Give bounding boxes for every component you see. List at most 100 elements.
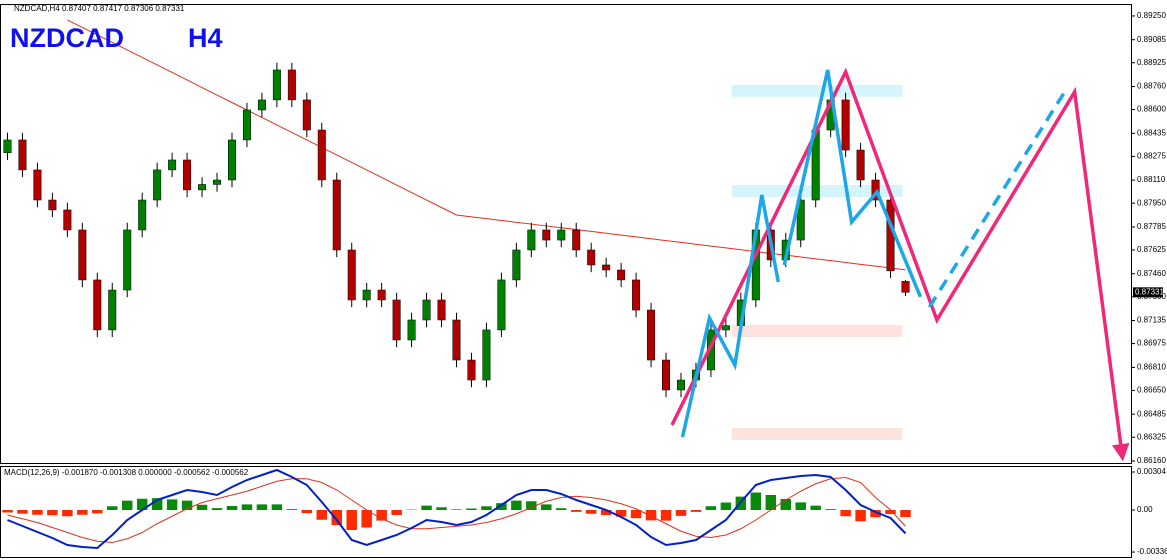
candle-body — [587, 249, 596, 266]
candle-body — [287, 69, 296, 101]
histogram-bar — [720, 502, 732, 510]
candle-body — [3, 139, 12, 154]
signal-line — [7, 476, 906, 544]
candle-body — [48, 199, 57, 211]
candle-body — [302, 99, 311, 131]
y-tick-label: 0.88760 — [1137, 82, 1166, 91]
candle-body — [168, 159, 177, 171]
moving-average — [67, 19, 906, 271]
candle-body — [647, 309, 656, 361]
candle-body — [497, 279, 506, 331]
y-tick-label: 0.86975 — [1137, 339, 1166, 348]
histogram-bar — [331, 510, 342, 525]
histogram-bar — [705, 506, 717, 510]
histogram-bar — [556, 508, 567, 510]
histogram-bar — [526, 501, 537, 510]
y-tick-label: 0.89250 — [1137, 11, 1166, 20]
candle-body — [347, 249, 356, 301]
candle-body — [602, 264, 611, 271]
y-tick-label: 0.88925 — [1137, 58, 1166, 67]
candle-body — [557, 229, 566, 241]
candle-body — [78, 229, 87, 281]
candle-body — [108, 289, 117, 331]
candle-body — [332, 179, 341, 251]
candle-body — [856, 149, 865, 181]
y-tick-label: 0.87135 — [1137, 316, 1166, 325]
candle-body — [183, 159, 192, 191]
main-plot: 0.89250 0.89085 0.88925 0.88760 0.88600 0.884… — [3, 11, 1166, 465]
y-tick-label: 0.86160 — [1137, 456, 1166, 465]
candle-body — [617, 269, 626, 281]
zone — [731, 428, 903, 440]
histogram-bar — [600, 510, 612, 515]
candle-body — [93, 279, 102, 331]
y-tick-label: 0.86810 — [1137, 362, 1166, 371]
macd-line — [7, 468, 907, 550]
histogram-bar — [810, 505, 821, 510]
histogram-bar — [675, 510, 687, 516]
y-tick-label: 0.89085 — [1137, 35, 1166, 44]
y-tick-label: 0.86325 — [1137, 432, 1166, 441]
histogram-bar — [361, 510, 372, 528]
histogram-bar — [286, 509, 298, 510]
symbol: NZDCAD — [10, 23, 124, 53]
candle-body — [213, 179, 222, 185]
candle-body — [467, 359, 476, 381]
histogram-bar — [690, 510, 702, 512]
histogram-bar — [451, 509, 462, 510]
candle-body — [452, 319, 461, 361]
candle-body — [871, 179, 880, 201]
candle-body — [227, 139, 236, 181]
trend-drawing — [680, 194, 780, 438]
histogram-bar — [376, 510, 387, 521]
y-tick-label: 0.00304 — [1137, 467, 1166, 476]
histogram-bar — [346, 510, 357, 530]
histogram-bar — [870, 510, 881, 518]
main-panel — [0, 4, 1132, 464]
candle-body — [198, 184, 207, 191]
candle-body — [392, 299, 401, 341]
histogram-bar — [421, 505, 432, 510]
histogram-bar — [32, 510, 43, 515]
y-tick-label: 0.87950 — [1137, 198, 1166, 207]
y-tick-label: 0.86650 — [1137, 386, 1166, 395]
histogram-bar — [17, 510, 28, 514]
histogram-bar — [2, 510, 13, 513]
y-tick-label: 0.88435 — [1137, 128, 1166, 137]
macd-header: MACD(12,26,9) -0.001870 -0.001308 0.0000… — [4, 468, 249, 477]
histogram-bar — [660, 510, 672, 521]
y-tick-label: 0.87460 — [1137, 269, 1166, 278]
histogram-bar — [136, 498, 148, 510]
candle-body — [407, 319, 416, 341]
y-tick-label: 0.86485 — [1137, 409, 1166, 418]
timeframe: H4 — [188, 23, 223, 53]
histogram-bar — [151, 498, 163, 510]
y-tick-label: 0.88110 — [1137, 175, 1166, 184]
histogram-bar — [436, 507, 447, 510]
candle-body — [901, 281, 910, 293]
candle-body — [632, 279, 641, 311]
histogram-bar — [541, 504, 552, 510]
histogram-bar — [196, 504, 208, 510]
y-tick-label: 0.87625 — [1137, 245, 1166, 254]
trend-drawing — [927, 87, 1069, 308]
histogram-bar — [511, 500, 522, 510]
histogram-bar — [481, 506, 492, 510]
candle-body — [138, 199, 147, 231]
candle-body — [796, 199, 805, 241]
histogram-bar — [780, 499, 791, 510]
histogram-bar — [47, 510, 58, 516]
candle-body — [33, 169, 42, 201]
candle-body — [677, 379, 685, 391]
histogram-bar — [630, 510, 642, 519]
histogram-bar — [765, 495, 777, 510]
candle-body — [317, 129, 326, 181]
candle-body — [123, 229, 132, 291]
histogram-bar — [166, 499, 178, 510]
histogram-bar — [211, 508, 223, 510]
histogram-bar — [121, 500, 133, 510]
y-tick-label: 0.88275 — [1137, 151, 1166, 160]
histogram-bar — [885, 510, 896, 514]
histogram-bar — [241, 504, 253, 510]
candle-body — [18, 139, 27, 171]
